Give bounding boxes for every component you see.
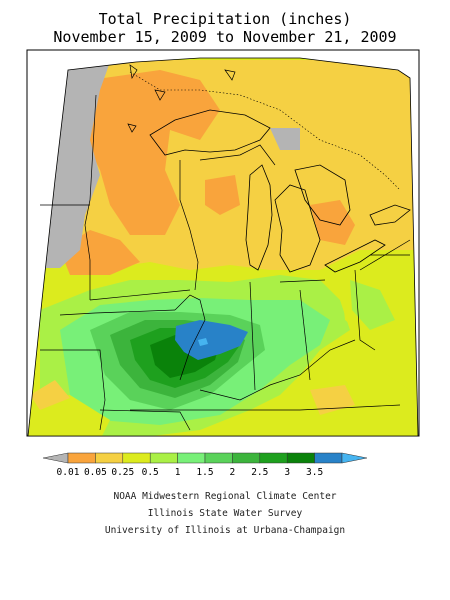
credit-line-2: Illinois State Water Survey: [147, 508, 303, 519]
map-title: Total Precipitation (inches) November 15…: [0, 10, 450, 46]
lake-islands-3: [127, 123, 137, 133]
boundary-ia-mo: [59, 309, 176, 316]
boundary-ks-mo: [40, 349, 106, 431]
legend-swatch: [259, 452, 288, 464]
field-ohio-green: [350, 280, 395, 330]
field-north-orange: [80, 70, 220, 235]
legend-label: 2.5: [251, 467, 268, 478]
field-sw-orange: [30, 380, 70, 410]
map-outline: [27, 57, 419, 437]
precipitation-field: [28, 58, 418, 436]
legend-label: 3.5: [306, 467, 323, 478]
legend-swatch: [67, 452, 96, 464]
boundary-mo-ar: [99, 409, 191, 431]
field-blue-max: [175, 320, 248, 360]
lake-ontario: [369, 204, 411, 226]
small-lakes: [127, 64, 236, 133]
legend-swatch: [314, 452, 343, 464]
field-blue-spot: [198, 338, 208, 346]
lake-islands-2: [224, 69, 236, 81]
legend-label: 0.05: [84, 467, 107, 478]
mi-lower-peninsula: [274, 184, 321, 273]
state-boundaries: [40, 94, 411, 431]
title-line-1: Total Precipitation (inches): [98, 10, 352, 28]
field-ne-gray: [270, 128, 300, 150]
field-se-yellow: [300, 360, 410, 436]
legend-swatch: [122, 452, 151, 464]
legend-swatch-above-max: [341, 452, 368, 464]
legend-swatch: [204, 452, 233, 464]
credits: NOAA Midwestern Regional Climate Center …: [0, 488, 450, 539]
boundary-mn-ia: [89, 289, 191, 301]
legend-swatch-below-min: [42, 452, 69, 464]
boundary-wi-mi: [199, 144, 276, 166]
legend-swatch: [177, 452, 206, 464]
boundary-oh-east: [354, 269, 376, 351]
title-line-2: November 15, 2009 to November 21, 2009: [53, 28, 397, 46]
legend-label: 1: [175, 467, 181, 478]
legend-label: 2: [230, 467, 236, 478]
legend-label: 0.25: [111, 467, 134, 478]
lake-islands-1: [129, 64, 138, 79]
legend-swatch: [286, 452, 315, 464]
lake-superior: [149, 109, 271, 156]
boundary-mi-oh: [279, 279, 326, 283]
boundary-ia-il: [174, 294, 206, 381]
legend-label: 0.5: [142, 467, 159, 478]
credit-line-1: NOAA Midwestern Regional Climate Center: [113, 491, 337, 502]
field-mi-orange: [310, 200, 355, 245]
legend-label: 3: [284, 467, 290, 478]
legend-label: 1.5: [196, 467, 213, 478]
legend-swatch: [95, 452, 124, 464]
canada-border: [129, 71, 401, 191]
legend-swatch: [149, 452, 178, 464]
boundary-in-oh: [299, 289, 311, 381]
credit-line-3: University of Illinois at Urbana-Champai…: [104, 525, 346, 536]
legend-swatches: [42, 452, 368, 464]
boundary-mn-west: [84, 94, 97, 300]
boundary-ky-tn: [130, 404, 401, 411]
boundary-ohio-river: [199, 339, 356, 401]
legend-label: 0.01: [57, 467, 80, 478]
lake-michigan: [245, 164, 273, 271]
lake-islands-4: [154, 89, 166, 101]
boundary-il-in: [249, 281, 256, 391]
lake-huron: [294, 164, 351, 226]
canada-border-line: [129, 71, 401, 191]
field-sw-yellow: [30, 395, 110, 436]
legend-swatch: [232, 452, 261, 464]
great-lakes: [149, 109, 411, 273]
field-wi-orange: [205, 175, 240, 215]
boundary-mn-wi: [179, 160, 199, 291]
lake-erie: [324, 239, 386, 273]
legend-labels: 0.01 0.05 0.25 0.5 1 1.5 2 2.5 3 3.5: [57, 467, 324, 478]
